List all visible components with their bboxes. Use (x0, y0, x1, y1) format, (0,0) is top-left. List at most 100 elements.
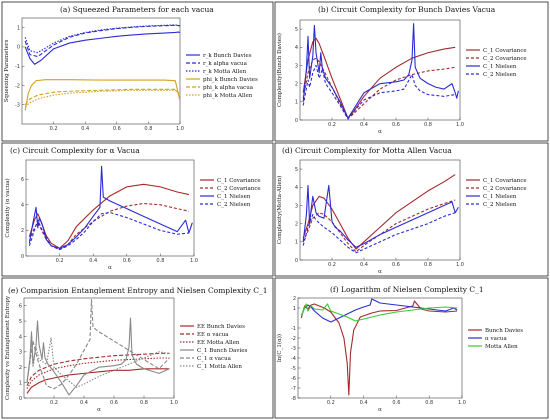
x-tick-label: 0.4 (89, 258, 97, 264)
y-tick-label: 1 (17, 25, 20, 31)
y-tick-label: 5 (19, 319, 22, 325)
x-tick-label: 0.8 (424, 122, 432, 128)
legend-entry: C_1 Nielsen (483, 194, 517, 200)
y-tick-label: -7 (291, 386, 296, 392)
legend-entry: C_2 Covariance (483, 56, 527, 62)
y-tick-label: 0 (295, 118, 298, 124)
legend-entry: C_1 Bunch Davies (197, 348, 248, 354)
legend-entry: α vacua (485, 336, 507, 342)
series-line-2 (300, 303, 458, 322)
y-axis-label: Squeezing Parameters (4, 39, 10, 102)
x-tick-label: 1.0 (190, 258, 198, 264)
series-line-3 (302, 212, 456, 254)
x-tick-label: 0.2 (56, 258, 64, 264)
series-line-5 (26, 337, 170, 388)
chart-title: (a) Squeezed Parameters for each vacua (60, 5, 214, 14)
plot-frame (21, 17, 181, 125)
y-tick-label: 6 (19, 303, 22, 309)
x-tick-label: 0.4 (360, 262, 368, 268)
x-axis-label: α (108, 265, 112, 271)
x-tick-label: 0.2 (50, 126, 58, 132)
x-tick-label: 0.6 (392, 122, 400, 128)
plot-frame (299, 159, 461, 261)
x-tick-label: 0.2 (328, 122, 336, 128)
chart-panel-4: (e) Comparision Entanglement Entropy and… (5, 286, 267, 413)
series-group (26, 298, 170, 396)
y-tick-label: 1 (295, 240, 298, 246)
y-tick-label: 5 (295, 27, 298, 33)
x-tick-label: 0.6 (392, 400, 400, 406)
series-line-1 (302, 199, 456, 253)
y-tick-label: 2 (295, 81, 298, 87)
y-tick-label: -8 (291, 396, 296, 402)
legend-entry: EE Motta Allen (197, 340, 240, 346)
x-tick-label: 0.8 (144, 126, 152, 132)
x-axis-label: α (378, 269, 382, 275)
chart-title: (c) Circuit Complexity for α Vacua (10, 146, 140, 155)
x-tick-label: 0.8 (156, 258, 164, 264)
series-line-3 (28, 211, 190, 251)
y-axis-label: ln(C_1(α)) (276, 334, 283, 362)
x-tick-label: 0.8 (424, 262, 432, 268)
y-tick-label: 2 (295, 221, 298, 227)
legend-entry: C_2 Covariance (217, 186, 261, 192)
y-tick-label: -1 (291, 326, 296, 332)
series-group (300, 298, 458, 396)
legend-entry: C_1 Covariance (483, 48, 527, 54)
legend-entry: C_1 Motta Allen (197, 364, 242, 370)
legend-entry: r_k alpha vacua (203, 61, 248, 67)
chart-title: (d) Circuit Complexity for Motta Allen V… (282, 146, 452, 155)
legend-entry: C_2 Nielsen (483, 202, 517, 208)
x-tick-label: 1.0 (176, 126, 184, 132)
y-tick-label: 2 (19, 365, 22, 371)
x-tick-label: 0.8 (140, 400, 148, 406)
x-tick-label: 0.6 (392, 262, 400, 268)
x-axis-label: α (378, 407, 382, 413)
y-tick-label: -1 (15, 64, 20, 70)
x-tick-label: 0.6 (110, 400, 118, 406)
y-tick-label: 4 (295, 45, 298, 51)
legend-entry: C_1 Nielsen (483, 64, 517, 70)
y-tick-label: -2 (15, 83, 20, 89)
y-tick-label: 1 (19, 380, 22, 386)
chart-title: (b) Circuit Complexity for Bunch Davies … (318, 5, 496, 14)
legend-entry: Motta Allen (485, 344, 518, 350)
y-tick-label: 3 (295, 203, 298, 209)
y-axis-label: Complexity(Motta-Allen) (276, 176, 283, 245)
legend: C_1 Covariance C_2 Covariance C_1 Nielsen C… (466, 48, 527, 78)
y-tick-label: -6 (291, 376, 296, 382)
legend-entry: C_2 Nielsen (483, 72, 517, 78)
y-tick-label: 5 (295, 167, 298, 173)
y-tick-label: 4 (19, 334, 22, 340)
legend-entry: C_1 Nielsen (217, 194, 251, 200)
x-tick-label: 0.2 (327, 400, 335, 406)
series-line-0 (300, 300, 458, 396)
legend-entry: C_1 α vacua (197, 356, 232, 362)
x-tick-label: 0.2 (328, 262, 336, 268)
y-tick-label: 1 (295, 100, 298, 106)
series-group (28, 165, 193, 251)
y-tick-label: 3 (295, 63, 298, 69)
legend-entry: phi_k Motta Allen (203, 93, 253, 99)
series-line-0 (24, 31, 180, 65)
y-tick-label: 0 (295, 258, 298, 264)
legend: Bunch Davies α vacua Motta Allen (468, 328, 523, 350)
legend: r_k Bunch Davies r_k alpha vacua r_k Motta… (186, 53, 258, 99)
y-tick-label: -3 (15, 103, 20, 109)
y-axis-label: Complexity vs Entanglement Entropy (5, 295, 11, 400)
chart-title: (f) Logarithm of Nielsen Complexity C_1 (330, 285, 484, 294)
series-line-2 (302, 184, 459, 248)
series-group (302, 23, 459, 120)
chart-panel-0: (a) Squeezed Parameters for each vacua 0.… (4, 5, 258, 132)
legend: C_1 Covariance C_2 Covariance C_1 Nielsen C… (200, 178, 261, 208)
series-line-2 (26, 357, 170, 390)
y-axis-label: Complexity (α vacua) (4, 178, 11, 237)
chart-panel-3: (d) Circuit Complexity for Motta Allen V… (276, 146, 527, 275)
legend: EE Bunch Davies EE α vacua EE Motta Allen C… (180, 324, 248, 370)
y-tick-label: -3 (291, 346, 296, 352)
x-tick-label: 0.4 (81, 126, 89, 132)
chart-panels: (a) Squeezed Parameters for each vacua 0.… (4, 5, 527, 413)
chart-title: (e) Comparision Entanglement Entropy and… (8, 286, 267, 295)
